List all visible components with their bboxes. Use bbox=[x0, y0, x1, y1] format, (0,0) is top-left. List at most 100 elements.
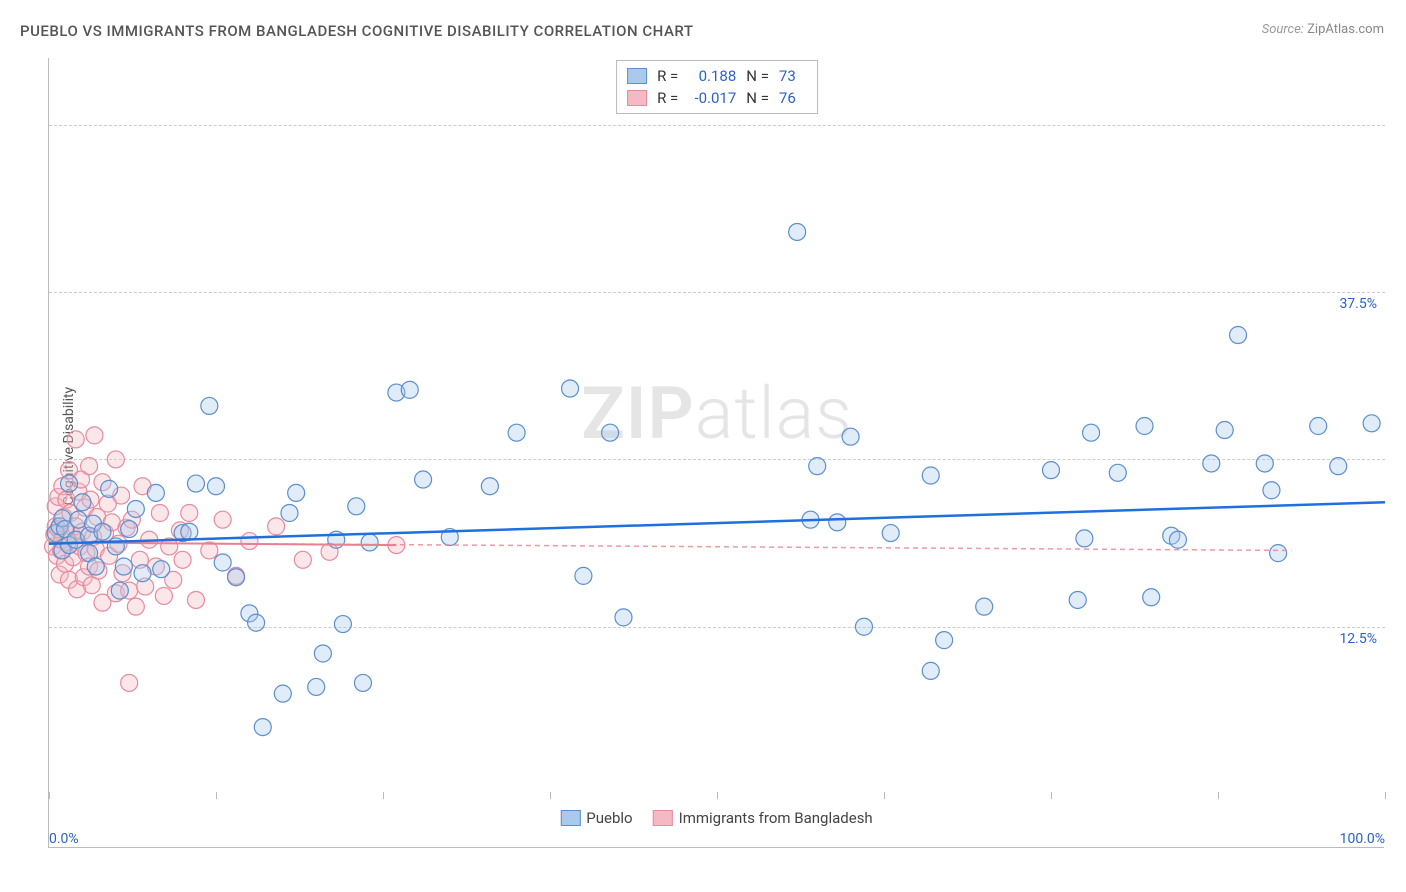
bangladesh-point bbox=[121, 674, 138, 691]
pueblo-point bbox=[153, 561, 170, 578]
pueblo-point bbox=[208, 478, 225, 495]
bangladesh-point bbox=[67, 431, 84, 448]
r-value-pueblo: 0.188 bbox=[688, 67, 736, 85]
pueblo-point bbox=[562, 380, 579, 397]
pueblo-point bbox=[147, 484, 164, 501]
pueblo-point bbox=[1169, 531, 1186, 548]
pueblo-point bbox=[111, 582, 128, 599]
bangladesh-point bbox=[81, 458, 98, 475]
swatch-pueblo-bottom bbox=[560, 810, 580, 826]
pueblo-point bbox=[121, 521, 138, 538]
plot-area: ZIPatlas 12.5%37.5% R = 0.188 N = 73 R =… bbox=[49, 58, 1385, 794]
n-label-pueblo: N = bbox=[746, 67, 769, 85]
pueblo-point bbox=[274, 685, 291, 702]
bangladesh-point bbox=[214, 511, 231, 528]
pueblo-point bbox=[115, 558, 132, 575]
pueblo-point bbox=[789, 223, 806, 240]
stats-row-bangladesh: R = -0.017 N = 76 bbox=[627, 87, 807, 109]
pueblo-point bbox=[615, 609, 632, 626]
chart-title: PUEBLO VS IMMIGRANTS FROM BANGLADESH COG… bbox=[20, 22, 693, 40]
chart-container: ZIPatlas 12.5%37.5% R = 0.188 N = 73 R =… bbox=[48, 58, 1384, 848]
pueblo-point bbox=[134, 565, 151, 582]
pueblo-point bbox=[308, 678, 325, 695]
pueblo-point bbox=[201, 397, 218, 414]
pueblo-point bbox=[214, 554, 231, 571]
x-tick bbox=[1218, 792, 1219, 799]
pueblo-point bbox=[1136, 418, 1153, 435]
bangladesh-point bbox=[155, 587, 172, 604]
legend-item-bangladesh: Immigrants from Bangladesh bbox=[653, 809, 873, 827]
pueblo-point bbox=[1230, 327, 1247, 344]
pueblo-point bbox=[281, 504, 298, 521]
n-value-bangladesh: 76 bbox=[779, 89, 807, 107]
bangladesh-point bbox=[294, 551, 311, 568]
pueblo-point bbox=[1363, 415, 1380, 432]
bangladesh-point bbox=[86, 427, 103, 444]
x-tick bbox=[550, 792, 551, 799]
x-tick-label: 100.0% bbox=[1340, 831, 1385, 847]
bangladesh-point bbox=[181, 504, 198, 521]
swatch-bangladesh-bottom bbox=[653, 810, 673, 826]
pueblo-point bbox=[855, 618, 872, 635]
pueblo-point bbox=[481, 478, 498, 495]
pueblo-point bbox=[976, 598, 993, 615]
pueblo-point bbox=[1076, 530, 1093, 547]
pueblo-point bbox=[101, 480, 118, 497]
bangladesh-point bbox=[268, 518, 285, 535]
pueblo-point bbox=[1043, 462, 1060, 479]
pueblo-point bbox=[181, 523, 198, 540]
pueblo-point bbox=[354, 674, 371, 691]
pueblo-point bbox=[829, 514, 846, 531]
bottom-legend: Pueblo Immigrants from Bangladesh bbox=[560, 809, 872, 827]
pueblo-point bbox=[288, 484, 305, 501]
pueblo-point bbox=[348, 498, 365, 515]
bangladesh-point bbox=[187, 591, 204, 608]
pueblo-point bbox=[882, 525, 899, 542]
pueblo-point bbox=[401, 381, 418, 398]
x-tick bbox=[717, 792, 718, 799]
pueblo-point bbox=[1143, 589, 1160, 606]
x-tick bbox=[1385, 792, 1386, 799]
legend-label-pueblo: Pueblo bbox=[586, 809, 632, 827]
swatch-bangladesh bbox=[627, 90, 647, 106]
source-label: Source: bbox=[1262, 22, 1304, 37]
pueblo-point bbox=[361, 534, 378, 551]
pueblo-point bbox=[936, 632, 953, 649]
x-tick bbox=[383, 792, 384, 799]
n-value-pueblo: 73 bbox=[779, 67, 807, 85]
pueblo-point bbox=[61, 475, 78, 492]
x-tick bbox=[49, 792, 50, 799]
r-label-bangladesh: R = bbox=[657, 89, 678, 107]
pueblo-point bbox=[87, 558, 104, 575]
pueblo-point bbox=[254, 719, 271, 736]
r-value-bangladesh: -0.017 bbox=[688, 89, 736, 107]
x-tick bbox=[884, 792, 885, 799]
pueblo-point bbox=[922, 467, 939, 484]
pueblo-point bbox=[415, 471, 432, 488]
source-value: ZipAtlas.com bbox=[1307, 22, 1384, 37]
pueblo-point bbox=[187, 475, 204, 492]
bangladesh-point bbox=[241, 533, 258, 550]
x-tick bbox=[216, 792, 217, 799]
pueblo-point bbox=[1069, 591, 1086, 608]
pueblo-point bbox=[1083, 424, 1100, 441]
pueblo-point bbox=[1109, 464, 1126, 481]
stats-legend: R = 0.188 N = 73 R = -0.017 N = 76 bbox=[616, 60, 818, 114]
legend-label-bangladesh: Immigrants from Bangladesh bbox=[679, 809, 873, 827]
pueblo-point bbox=[127, 500, 144, 517]
pueblo-point bbox=[314, 645, 331, 662]
pueblo-point bbox=[508, 424, 525, 441]
scatter-svg bbox=[49, 58, 1385, 794]
pueblo-point bbox=[334, 616, 351, 633]
legend-item-pueblo: Pueblo bbox=[560, 809, 632, 827]
pueblo-point bbox=[1203, 455, 1220, 472]
pueblo-point bbox=[1216, 422, 1233, 439]
pueblo-point bbox=[922, 662, 939, 679]
pueblo-point bbox=[1263, 482, 1280, 499]
stats-row-pueblo: R = 0.188 N = 73 bbox=[627, 65, 807, 87]
x-tick-label: 0.0% bbox=[49, 831, 79, 847]
pueblo-point bbox=[228, 569, 245, 586]
r-label-pueblo: R = bbox=[657, 67, 678, 85]
bangladesh-point bbox=[127, 598, 144, 615]
pueblo-point bbox=[842, 428, 859, 445]
